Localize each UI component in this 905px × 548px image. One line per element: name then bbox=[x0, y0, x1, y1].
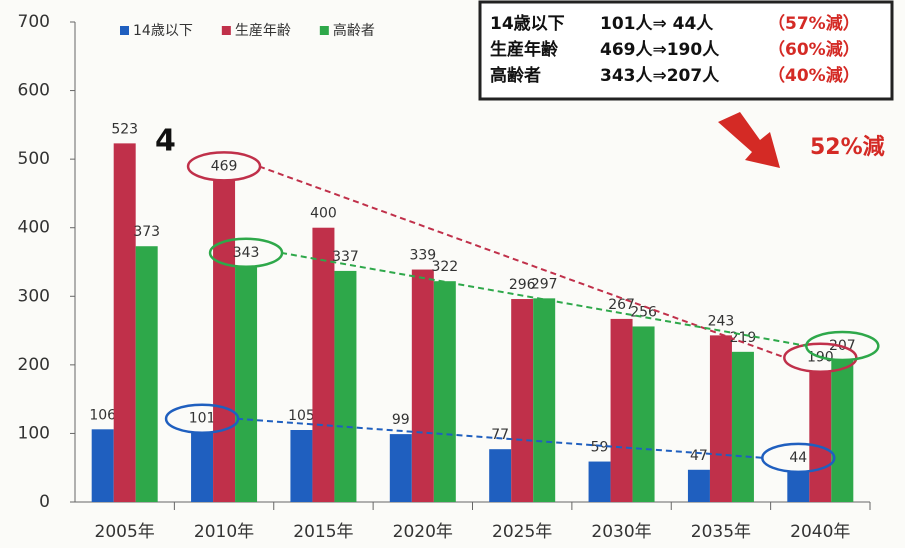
highlight-ellipse bbox=[164, 403, 240, 434]
bar bbox=[731, 351, 754, 502]
y-tick-label: 600 bbox=[18, 81, 50, 101]
summary-pct: （40%減） bbox=[768, 65, 860, 86]
value-label: 47 bbox=[690, 448, 708, 464]
summary-box bbox=[478, 0, 894, 101]
bar bbox=[389, 434, 412, 502]
summary-change: 469人⇒190人 bbox=[600, 40, 720, 60]
y-tick-label: 0 bbox=[39, 492, 50, 512]
value-label: 296 bbox=[509, 277, 536, 293]
value-label: 99 bbox=[392, 412, 410, 428]
value-label: 343 bbox=[233, 245, 260, 261]
bar bbox=[113, 143, 136, 502]
x-tick-label: 2035年 bbox=[691, 522, 751, 542]
value-label: 337 bbox=[332, 249, 359, 265]
y-tick-label: 200 bbox=[18, 355, 50, 375]
y-tick-label: 300 bbox=[18, 286, 50, 306]
trend-line bbox=[280, 251, 808, 348]
bar bbox=[290, 430, 313, 502]
value-label: 400 bbox=[310, 206, 337, 222]
down-arrow bbox=[718, 112, 780, 168]
value-label: 523 bbox=[111, 121, 138, 137]
value-label: 469 bbox=[211, 158, 238, 174]
y-tick-label: 100 bbox=[18, 423, 50, 443]
x-tick-label: 2030年 bbox=[591, 522, 651, 542]
x-tick-label: 2020年 bbox=[393, 522, 453, 542]
y-tick-label: 500 bbox=[18, 149, 50, 169]
value-label: 101 bbox=[189, 411, 216, 427]
highlight-ellipse bbox=[805, 330, 880, 362]
bar bbox=[235, 266, 258, 502]
x-tick-label: 2015年 bbox=[293, 522, 353, 542]
value-label: 297 bbox=[531, 276, 558, 292]
bar bbox=[334, 270, 357, 502]
value-label: 44 bbox=[789, 450, 807, 466]
value-label: 106 bbox=[89, 407, 116, 423]
bar bbox=[191, 432, 214, 502]
total-change: 52%減 bbox=[810, 135, 885, 160]
y-tick-label: 700 bbox=[18, 12, 50, 32]
bar bbox=[809, 371, 832, 502]
summary-change: 101人⇒ 44人 bbox=[600, 14, 714, 34]
bar bbox=[312, 227, 335, 502]
bar bbox=[511, 299, 534, 502]
x-tick-label: 2010年 bbox=[194, 522, 254, 542]
bar bbox=[135, 246, 158, 502]
value-label: 256 bbox=[630, 304, 657, 320]
legend-swatch bbox=[319, 26, 329, 35]
trend-line bbox=[236, 417, 764, 459]
value-label: 77 bbox=[491, 427, 509, 443]
legend-label: 14歳以下 bbox=[133, 23, 193, 39]
summary-change: 343人⇒207人 bbox=[600, 66, 720, 86]
legend-swatch bbox=[221, 26, 231, 35]
value-label: 243 bbox=[708, 313, 735, 329]
x-tick-label: 2025年 bbox=[492, 522, 552, 542]
highlight-ellipse bbox=[186, 151, 262, 182]
bar bbox=[632, 326, 655, 502]
summary-pct: （57%減） bbox=[768, 13, 860, 34]
highlight-ellipse bbox=[761, 442, 836, 474]
summary-label: 14歳以下 bbox=[490, 13, 565, 34]
y-tick-label: 400 bbox=[18, 218, 50, 238]
bar bbox=[533, 298, 556, 502]
summary-label: 生産年齢 bbox=[490, 39, 559, 60]
value-label: 105 bbox=[288, 408, 315, 424]
trend-line bbox=[258, 165, 786, 359]
bar bbox=[787, 471, 810, 502]
x-tick-label: 2040年 bbox=[790, 522, 850, 542]
bar bbox=[433, 281, 456, 502]
summary-pct: （60%減） bbox=[768, 39, 860, 60]
highlight-ellipse bbox=[208, 237, 284, 269]
bar bbox=[588, 461, 611, 502]
bar bbox=[610, 318, 633, 502]
bar bbox=[91, 429, 114, 502]
highlight-ellipse bbox=[783, 342, 858, 373]
bar bbox=[213, 180, 236, 502]
legend-swatch bbox=[120, 26, 129, 35]
value-label: 322 bbox=[431, 259, 458, 275]
bar bbox=[687, 469, 710, 502]
bar bbox=[411, 269, 434, 502]
value-label: 59 bbox=[591, 440, 609, 456]
legend-label: 生産年齢 bbox=[235, 23, 291, 39]
value-label: 339 bbox=[409, 248, 436, 264]
value-label: 219 bbox=[730, 330, 757, 346]
marker-label: 4 bbox=[155, 124, 176, 159]
summary-label: 高齢者 bbox=[490, 65, 541, 86]
bar bbox=[831, 360, 854, 502]
bar bbox=[489, 449, 512, 502]
bar bbox=[709, 335, 732, 502]
x-tick-label: 2005年 bbox=[95, 522, 155, 542]
legend-label: 高齢者 bbox=[333, 22, 375, 39]
value-label: 373 bbox=[133, 224, 160, 240]
